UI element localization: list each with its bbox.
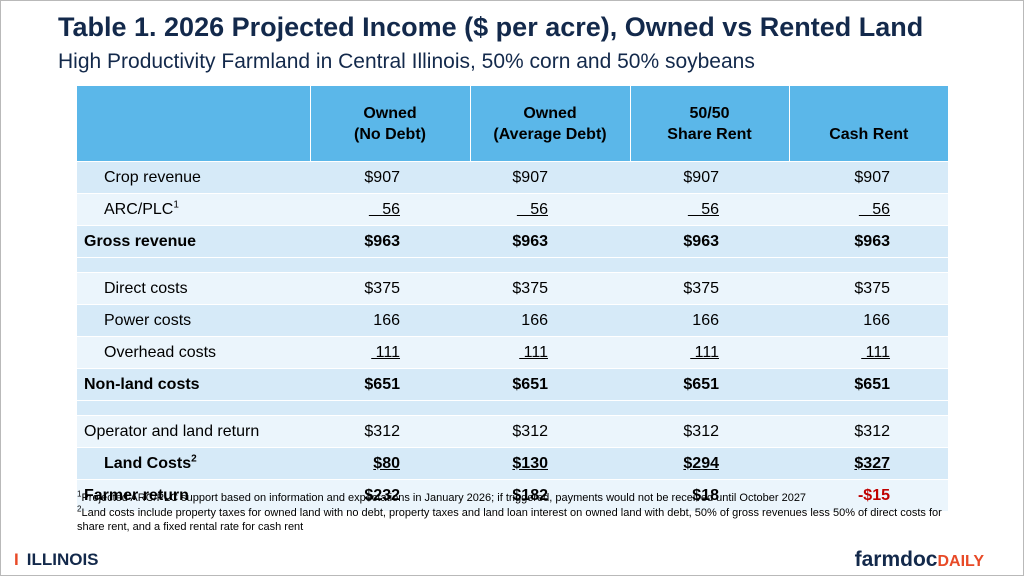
cell: $327 bbox=[789, 447, 948, 480]
row-direct-costs: Direct costs $375 $375 $375 $375 bbox=[77, 272, 948, 305]
cell: $294 bbox=[630, 447, 789, 480]
cell: 111 bbox=[470, 336, 630, 369]
row-label: Non-land costs bbox=[77, 368, 310, 401]
footnote-marker: 1 bbox=[173, 199, 179, 211]
row-arc-plc: ARC/PLC1 56 56 56 56 bbox=[77, 193, 948, 226]
row-label: Crop revenue bbox=[77, 161, 310, 194]
cell: 111 bbox=[310, 336, 470, 369]
cell: $963 bbox=[789, 225, 948, 258]
header-cash-rent: Cash Rent bbox=[789, 86, 948, 162]
header-blank bbox=[77, 86, 311, 162]
cell: $651 bbox=[310, 368, 470, 401]
row-overhead-costs: Overhead costs 111 111 111 111 bbox=[77, 336, 948, 369]
row-land-costs: Land Costs2 $80 $130 $294 $327 bbox=[77, 447, 948, 480]
cell: 166 bbox=[630, 304, 789, 337]
cell: $651 bbox=[630, 368, 789, 401]
row-non-land-costs: Non-land costs $651 $651 $651 $651 bbox=[77, 368, 948, 401]
header-owned-no-debt: Owned (No Debt) bbox=[310, 86, 471, 162]
cell: $963 bbox=[630, 225, 789, 258]
row-label: Land Costs2 bbox=[77, 447, 310, 480]
cell: $375 bbox=[789, 272, 948, 305]
cell: $312 bbox=[789, 415, 948, 448]
row-farmer-return: Farmer return $232 $182 $18 -$15 bbox=[77, 479, 948, 511]
cell: $907 bbox=[789, 161, 948, 194]
cell: $651 bbox=[789, 368, 948, 401]
cell: $907 bbox=[470, 161, 630, 194]
cell: $312 bbox=[310, 415, 470, 448]
cell: 56 bbox=[789, 193, 948, 226]
cell: 111 bbox=[630, 336, 789, 369]
cell: $907 bbox=[630, 161, 789, 194]
cell: 111 bbox=[789, 336, 948, 369]
footnote-marker: 2 bbox=[191, 453, 197, 465]
income-table: Owned (No Debt) Owned (Average Debt) 50/50… bbox=[77, 86, 948, 511]
row-power-costs: Power costs 166 166 166 166 bbox=[77, 304, 948, 337]
farmdoc-daily-logo: farmdocDAILY bbox=[854, 548, 984, 571]
cell-negative: -$15 bbox=[789, 479, 948, 511]
cell: $375 bbox=[470, 272, 630, 305]
row-operator-land-return: Operator and land return $312 $312 $312 … bbox=[77, 415, 948, 448]
illinois-logo: I ILLINOIS bbox=[14, 550, 99, 569]
slide-subtitle: High Productivity Farmland in Central Il… bbox=[58, 50, 755, 73]
cell: $80 bbox=[310, 447, 470, 480]
table-header-row: Owned (No Debt) Owned (Average Debt) 50/50… bbox=[77, 86, 948, 162]
cell: $182 bbox=[470, 479, 630, 511]
cell: $907 bbox=[310, 161, 470, 194]
row-label: Gross revenue bbox=[77, 225, 310, 258]
row-label: ARC/PLC1 bbox=[77, 193, 310, 226]
row-crop-revenue: Crop revenue $907 $907 $907 $907 bbox=[77, 161, 948, 194]
spacer-row bbox=[77, 257, 948, 273]
cell: 166 bbox=[789, 304, 948, 337]
cell: $18 bbox=[630, 479, 789, 511]
row-label: Power costs bbox=[77, 304, 310, 337]
header-share-rent: 50/50 Share Rent bbox=[630, 86, 790, 162]
header-owned-avg-debt: Owned (Average Debt) bbox=[470, 86, 631, 162]
cell: $651 bbox=[470, 368, 630, 401]
slide-title: Table 1. 2026 Projected Income ($ per ac… bbox=[58, 12, 924, 42]
cell: $312 bbox=[630, 415, 789, 448]
cell: $375 bbox=[630, 272, 789, 305]
spacer-row bbox=[77, 400, 948, 416]
cell: 56 bbox=[310, 193, 470, 226]
row-label: Farmer return bbox=[77, 479, 310, 511]
footnote-1: 1Projected ARC/PLC support based on info… bbox=[77, 489, 807, 504]
cell: 56 bbox=[470, 193, 630, 226]
cell: $963 bbox=[310, 225, 470, 258]
cell: $312 bbox=[470, 415, 630, 448]
row-label: Direct costs bbox=[77, 272, 310, 305]
cell: $963 bbox=[470, 225, 630, 258]
row-label: Operator and land return bbox=[77, 415, 310, 448]
row-label: Overhead costs bbox=[77, 336, 310, 369]
cell: $130 bbox=[470, 447, 630, 480]
cell: $232 bbox=[310, 479, 470, 511]
row-gross-revenue: Gross revenue $963 $963 $963 $963 bbox=[77, 225, 948, 258]
cell: 166 bbox=[310, 304, 470, 337]
cell: $375 bbox=[310, 272, 470, 305]
cell: 56 bbox=[630, 193, 789, 226]
block-i-icon: I bbox=[14, 550, 19, 569]
footnote-2: 2Land costs include property taxes for o… bbox=[77, 504, 942, 533]
cell: 166 bbox=[470, 304, 630, 337]
